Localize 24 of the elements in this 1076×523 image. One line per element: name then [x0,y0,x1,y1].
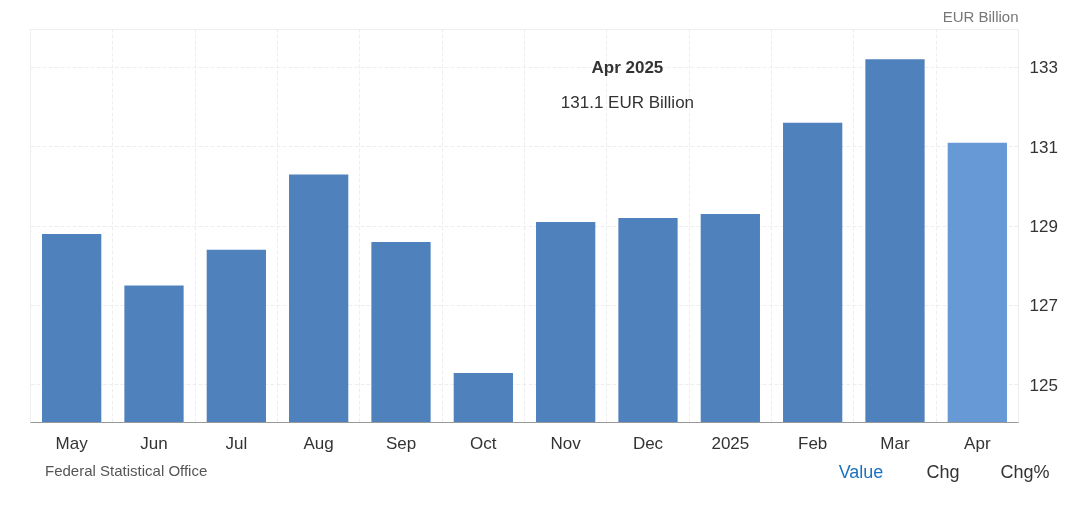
x-tick-label: Apr [964,433,991,453]
x-tick-label: 2025 [711,433,750,453]
annotation: 131.1 EUR Billion [560,93,695,113]
y-tick-label: 133 [1029,58,1058,78]
y-tick-label: 129 [1029,217,1058,236]
x-tick-label: Sep [385,433,417,453]
text: Federal Statistical Office [45,461,208,481]
text: Value [838,461,884,484]
text: Chg [926,461,960,484]
text: Chg% [1000,461,1050,484]
x-tick-label: Oct [470,433,497,453]
x-tick-label: Dec [632,433,664,453]
x-tick-label: Feb [798,433,828,453]
y-axis-title: EUR Billion [942,7,1019,25]
x-tick-label: Jul [225,433,248,453]
x-tick-label: Jun [140,433,168,453]
x-tick-label: Aug [303,433,334,453]
x-tick-label: Nov [550,433,582,453]
y-tick-label: 125 [1029,375,1058,395]
y-tick-label: 131 [1029,137,1058,157]
x-tick-label: Mar [880,433,910,453]
x-tick-label: May [55,433,89,453]
annotation: Apr 2025 [591,57,664,77]
y-tick-label: 127 [1029,296,1058,316]
